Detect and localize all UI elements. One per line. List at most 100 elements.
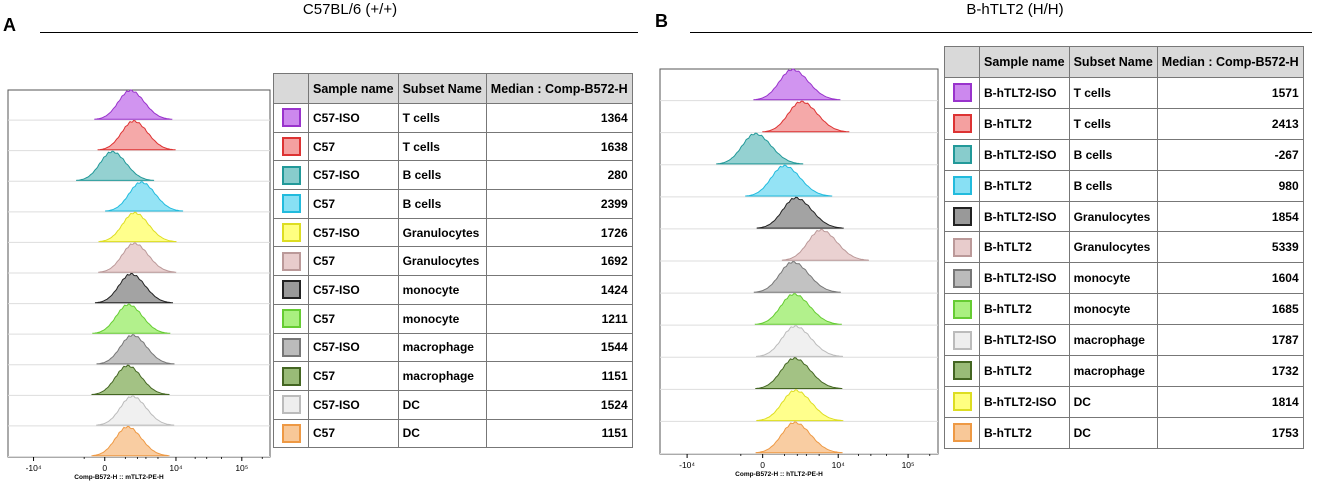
histogram-trace — [94, 89, 173, 120]
median-cell: 1151 — [485, 361, 633, 391]
subset-name-cell: macrophage — [1068, 324, 1158, 357]
sample-name-cell: C57-ISO — [308, 160, 399, 191]
table-row: B-hTLT2 DC 1753 — [944, 416, 1304, 449]
sample-name-cell: C57-ISO — [308, 275, 399, 305]
swatch-cell — [273, 303, 309, 334]
table-row: C57 B cells 2399 — [273, 189, 633, 219]
swatch-cell — [273, 189, 309, 219]
median-cell: 2413 — [1156, 107, 1304, 140]
swatch-cell — [273, 160, 309, 191]
subset-name-cell: B cells — [397, 189, 487, 219]
histogram-trace — [755, 325, 844, 357]
table-row: C57-ISO monocyte 1424 — [273, 275, 633, 305]
table-row: B-hTLT2-ISO Granulocytes 1854 — [944, 200, 1304, 233]
sample-name-cell: B-hTLT2-ISO — [979, 324, 1070, 357]
color-swatch — [952, 299, 972, 319]
histogram-trace — [745, 164, 833, 197]
color-swatch — [281, 251, 301, 271]
histogram-trace — [94, 272, 174, 304]
table-row: C57-ISO DC 1524 — [273, 389, 633, 420]
table-header-row: Sample name Subset Name Median : Comp-B572… — [273, 73, 633, 104]
x-tick-label: 10⁴ — [169, 463, 182, 473]
histogram-trace — [98, 211, 177, 243]
x-axis-label: Comp-B572-H :: mTLT2-PE-H — [74, 474, 164, 481]
histogram-trace — [91, 364, 170, 395]
column-header — [273, 73, 309, 104]
swatch-cell — [273, 361, 309, 391]
color-swatch — [281, 309, 301, 329]
stats-table-b: Sample name Subset Name Median : Comp-B572… — [944, 46, 1304, 449]
subset-name-cell: monocyte — [397, 303, 487, 334]
swatch-cell — [944, 416, 980, 449]
subset-name-cell: monocyte — [1068, 262, 1158, 295]
sample-name-cell: B-hTLT2-ISO — [979, 138, 1070, 171]
median-cell: 1638 — [485, 131, 633, 162]
color-swatch — [281, 165, 301, 185]
column-header: Subset Name — [1068, 46, 1158, 78]
median-cell: 1211 — [485, 303, 633, 334]
histogram-trace — [96, 334, 175, 365]
sample-name-cell: C57-ISO — [308, 217, 399, 248]
swatch-cell — [944, 138, 980, 171]
sample-name-cell: C57-ISO — [308, 103, 399, 133]
table-row: B-hTLT2 macrophage 1732 — [944, 355, 1304, 387]
column-header: Subset Name — [397, 73, 487, 104]
color-swatch — [281, 395, 301, 415]
x-tick-label: 0 — [102, 463, 107, 473]
table-row: C57 macrophage 1151 — [273, 361, 633, 391]
histogram-trace — [755, 357, 843, 389]
subset-name-cell: Granulocytes — [397, 217, 487, 248]
median-cell: 1753 — [1156, 416, 1304, 449]
table-row: B-hTLT2 Granulocytes 5339 — [944, 231, 1304, 264]
color-swatch — [952, 176, 972, 196]
median-cell: 280 — [485, 160, 633, 191]
median-cell: 1685 — [1156, 293, 1304, 326]
swatch-cell — [944, 231, 980, 264]
color-swatch — [952, 237, 972, 257]
table-row: C57 Granulocytes 1692 — [273, 246, 633, 277]
swatch-cell — [944, 385, 980, 418]
color-swatch — [281, 223, 301, 243]
swatch-cell — [273, 332, 309, 363]
subset-name-cell: T cells — [397, 103, 487, 133]
median-cell: 1364 — [485, 103, 633, 133]
x-tick-label: -10⁴ — [26, 463, 42, 473]
median-cell: 1604 — [1156, 262, 1304, 295]
histogram-trace — [781, 228, 869, 261]
column-header: Median : Comp-B572-H — [1156, 46, 1304, 78]
swatch-cell — [944, 355, 980, 387]
swatch-cell — [944, 293, 980, 326]
table-row: C57-ISO Granulocytes 1726 — [273, 217, 633, 248]
x-tick-label: 10⁵ — [902, 460, 915, 470]
median-cell: 1692 — [485, 246, 633, 277]
subset-name-cell: macrophage — [397, 361, 487, 391]
subset-name-cell: DC — [397, 389, 487, 420]
color-swatch — [281, 108, 301, 128]
column-header: Sample name — [979, 46, 1070, 78]
median-cell: 1726 — [485, 217, 633, 248]
color-swatch — [281, 337, 301, 357]
sample-name-cell: B-hTLT2-ISO — [979, 385, 1070, 418]
panel-a-title-rule — [40, 32, 638, 33]
median-cell: 980 — [1156, 169, 1304, 202]
histogram-trace — [92, 303, 171, 334]
color-swatch — [952, 83, 972, 103]
subset-name-cell: macrophage — [397, 332, 487, 363]
swatch-cell — [944, 77, 980, 109]
table-row: C57-ISO macrophage 1544 — [273, 332, 633, 363]
median-cell: 2399 — [485, 189, 633, 219]
panel-a-title: C57BL/6 (+/+) — [302, 1, 398, 18]
color-swatch — [952, 330, 972, 350]
histogram-trace — [105, 181, 184, 212]
x-tick-label: -10⁴ — [679, 460, 695, 470]
histogram-trace — [76, 150, 155, 181]
table-row: B-hTLT2-ISO T cells 1571 — [944, 77, 1304, 109]
histogram-trace — [756, 196, 844, 229]
median-cell: 1524 — [485, 389, 633, 420]
swatch-cell — [273, 418, 309, 449]
subset-name-cell: DC — [1068, 385, 1158, 418]
swatch-cell — [273, 131, 309, 162]
table-row: C57 monocyte 1211 — [273, 303, 633, 334]
histogram-trace — [716, 132, 804, 165]
sample-name-cell: C57 — [308, 418, 399, 449]
